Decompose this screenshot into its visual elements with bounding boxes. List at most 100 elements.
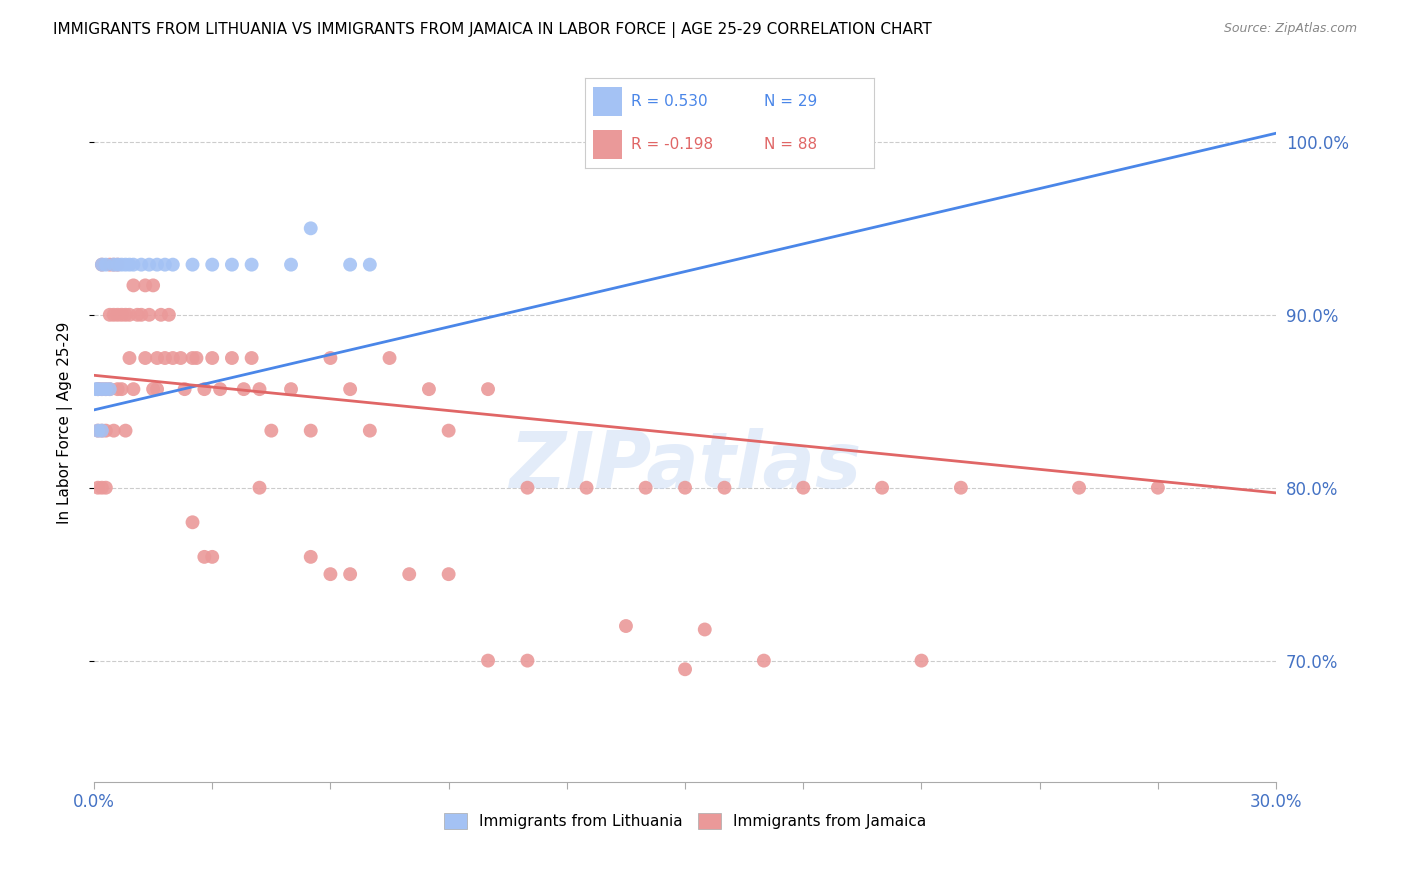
Point <box>87 424 110 438</box>
Point <box>949 481 972 495</box>
Point <box>186 351 208 365</box>
Point <box>516 481 538 495</box>
Point <box>299 221 322 235</box>
Point <box>201 549 224 564</box>
Point <box>162 351 184 365</box>
Point <box>90 382 112 396</box>
Point <box>98 258 121 272</box>
Point <box>209 382 232 396</box>
Point <box>713 481 735 495</box>
Point <box>107 308 129 322</box>
Point <box>280 382 302 396</box>
Point <box>240 258 263 272</box>
Point <box>134 278 156 293</box>
Point <box>107 258 129 272</box>
Point <box>477 382 499 396</box>
Point <box>118 258 141 272</box>
Point <box>90 382 112 396</box>
Point <box>142 278 165 293</box>
Point <box>673 662 696 676</box>
Point <box>103 308 125 322</box>
Legend: Immigrants from Lithuania, Immigrants from Jamaica: Immigrants from Lithuania, Immigrants fr… <box>437 806 932 835</box>
Point <box>339 382 361 396</box>
Point <box>181 258 204 272</box>
Point <box>378 351 401 365</box>
Point <box>193 549 215 564</box>
Point <box>146 382 169 396</box>
Point <box>339 258 361 272</box>
Point <box>221 258 243 272</box>
Point <box>103 258 125 272</box>
Point <box>693 623 716 637</box>
Point <box>575 481 598 495</box>
Point <box>1147 481 1170 495</box>
Point <box>870 481 893 495</box>
Point <box>94 424 117 438</box>
Point <box>94 481 117 495</box>
Point <box>792 481 814 495</box>
Point <box>477 654 499 668</box>
Point <box>173 382 195 396</box>
Point <box>129 258 152 272</box>
Point <box>110 258 132 272</box>
Text: IMMIGRANTS FROM LITHUANIA VS IMMIGRANTS FROM JAMAICA IN LABOR FORCE | AGE 25-29 : IMMIGRANTS FROM LITHUANIA VS IMMIGRANTS … <box>53 22 932 38</box>
Point <box>84 382 107 396</box>
Point <box>752 654 775 668</box>
Point <box>437 424 460 438</box>
Text: Source: ZipAtlas.com: Source: ZipAtlas.com <box>1223 22 1357 36</box>
Point <box>118 351 141 365</box>
Point <box>910 654 932 668</box>
Point <box>90 424 112 438</box>
Point <box>94 382 117 396</box>
Point <box>134 351 156 365</box>
Point <box>114 308 136 322</box>
Point <box>103 424 125 438</box>
Point <box>249 481 271 495</box>
Point <box>98 382 121 396</box>
Point <box>114 424 136 438</box>
Point <box>673 481 696 495</box>
Point <box>181 351 204 365</box>
Point <box>319 567 342 582</box>
Point <box>87 382 110 396</box>
Point <box>249 382 271 396</box>
Point <box>153 258 176 272</box>
Point <box>87 382 110 396</box>
Point <box>260 424 283 438</box>
Point <box>103 258 125 272</box>
Point <box>94 382 117 396</box>
Point <box>181 516 204 530</box>
Point <box>90 258 112 272</box>
Point <box>339 567 361 582</box>
Point <box>142 382 165 396</box>
Point <box>122 382 145 396</box>
Point <box>157 308 180 322</box>
Point <box>87 481 110 495</box>
Point <box>153 351 176 365</box>
Point <box>146 351 169 365</box>
Point <box>418 382 440 396</box>
Point <box>150 308 173 322</box>
Point <box>516 654 538 668</box>
Point <box>280 258 302 272</box>
Point <box>437 567 460 582</box>
Point <box>98 382 121 396</box>
Point <box>127 308 149 322</box>
Point <box>114 258 136 272</box>
Point <box>87 382 110 396</box>
Point <box>162 258 184 272</box>
Point <box>193 382 215 396</box>
Point <box>359 424 381 438</box>
Point <box>129 308 152 322</box>
Point <box>170 351 193 365</box>
Point <box>201 351 224 365</box>
Point <box>146 258 169 272</box>
Point <box>87 424 110 438</box>
Point <box>94 258 117 272</box>
Point <box>299 424 322 438</box>
Point <box>110 382 132 396</box>
Point <box>1067 481 1090 495</box>
Point <box>90 258 112 272</box>
Point <box>138 308 160 322</box>
Point <box>221 351 243 365</box>
